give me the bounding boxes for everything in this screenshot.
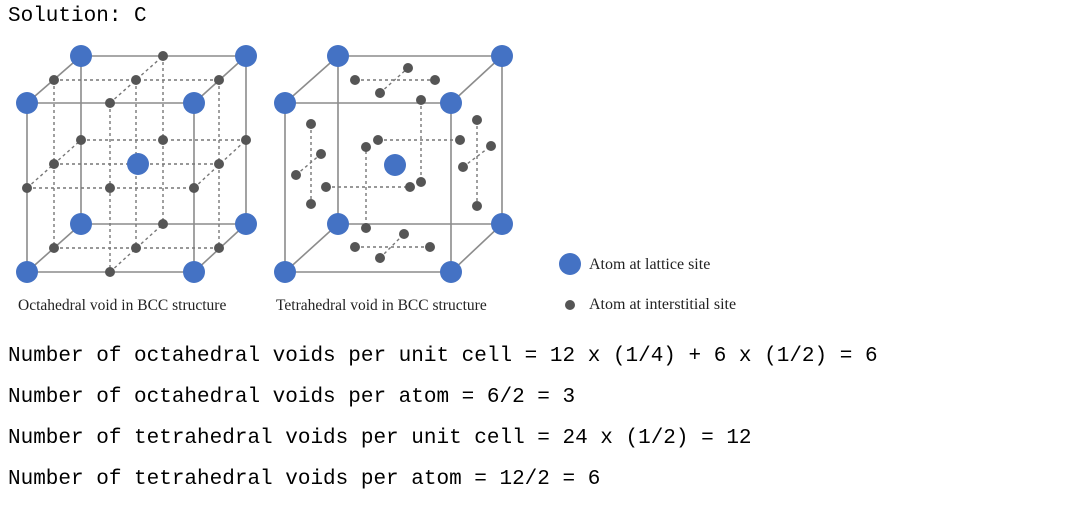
octahedral-caption: Octahedral void in BCC structure: [18, 297, 226, 315]
tetrahedral-voids-per-atom: Number of tetrahedral voids per atom = 1…: [8, 469, 600, 490]
octahedral-voids-per-cell: Number of octahedral voids per unit cell…: [8, 346, 878, 367]
octahedral-voids-per-atom: Number of octahedral voids per atom = 6/…: [8, 387, 575, 408]
legend-lattice-label: Atom at lattice site: [589, 256, 710, 274]
legend-interstitial-atom-icon: [565, 300, 575, 310]
tetrahedral-caption: Tetrahedral void in BCC structure: [276, 297, 487, 315]
legend-interstitial-label: Atom at interstitial site: [589, 296, 736, 314]
legend-lattice-atom-icon: [559, 253, 581, 275]
tetrahedral-voids-per-cell: Number of tetrahedral voids per unit cel…: [8, 428, 752, 449]
